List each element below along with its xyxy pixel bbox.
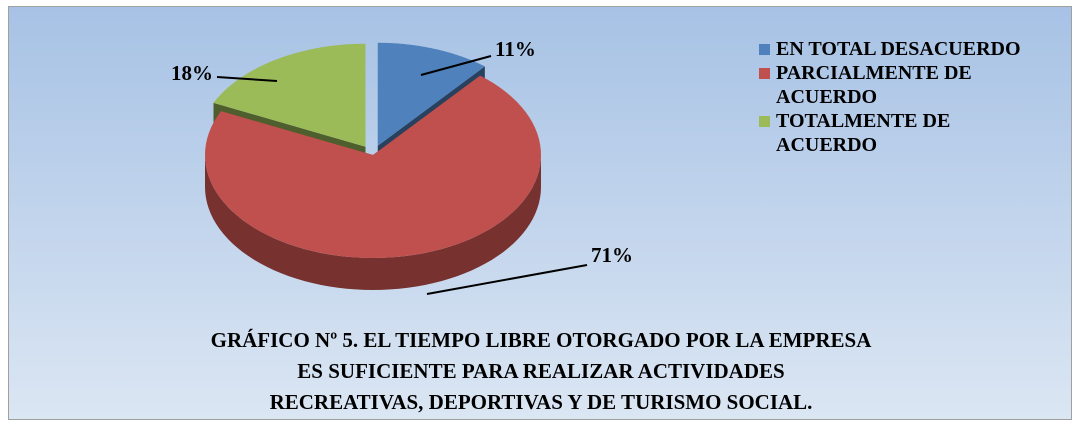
leader-line (216, 76, 278, 82)
legend-label: TOTALMENTE DE ACUERDO (776, 110, 951, 156)
legend-swatch (759, 44, 770, 55)
legend-swatch (759, 68, 770, 79)
slice (205, 75, 541, 258)
slice-tops (205, 42, 541, 258)
legend: EN TOTAL DESACUERDO PARCIALMENTE DE ACUER… (759, 37, 1059, 157)
chart-title-line: ES SUFICIENTE PARA REALIZAR ACTIVIDADES (297, 359, 785, 383)
pie-area: 11% 71% 18% (171, 37, 633, 295)
chart: 11% 71% 18% EN TOTAL DESACUERDO PARCIALMENT… (8, 6, 1072, 420)
chart-title: GRÁFICO Nº 5. EL TIEMPO LIBRE OTORGADO P… (9, 325, 1073, 418)
chart-title-line: GRÁFICO Nº 5. EL TIEMPO LIBRE OTORGADO P… (210, 328, 872, 352)
legend-item: PARCIALMENTE DE ACUERDO (759, 61, 1059, 109)
legend-item: EN TOTAL DESACUERDO (759, 37, 1059, 61)
data-label: 18% (171, 61, 213, 85)
chart-title-line: RECREATIVAS, DEPORTIVAS Y DE TURISMO SOC… (269, 390, 813, 414)
legend-item: TOTALMENTE DE ACUERDO (759, 109, 1059, 157)
data-label: 71% (591, 243, 633, 267)
slice (377, 42, 485, 146)
leader-line (420, 55, 492, 76)
data-label: 11% (495, 37, 536, 61)
legend-swatch (759, 116, 770, 127)
legend-label: EN TOTAL DESACUERDO (776, 38, 1021, 60)
legend-label: PARCIALMENTE DE ACUERDO (776, 62, 972, 108)
slice (213, 43, 366, 147)
slice-side (205, 155, 541, 290)
leader-line (426, 264, 588, 295)
